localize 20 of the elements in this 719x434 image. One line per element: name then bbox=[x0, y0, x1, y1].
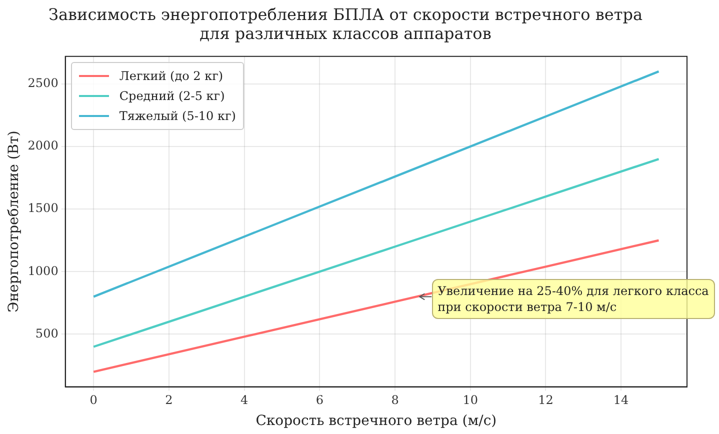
x-tick-label: 4 bbox=[240, 393, 248, 408]
x-tick-label: 2 bbox=[165, 393, 173, 408]
x-tick-label: 12 bbox=[538, 393, 554, 408]
y-axis-title: Энергопотребление (Вт) bbox=[6, 130, 22, 312]
x-axis-title: Скорость встречного ветра (м/с) bbox=[256, 413, 497, 430]
legend-label: Средний (2-5 кг) bbox=[119, 89, 225, 104]
x-tick-label: 0 bbox=[90, 393, 98, 408]
chart-title: Зависимость энергопотребления БПЛА от скорости встречного ветра для различных классов аппаратов bbox=[48, 4, 643, 43]
y-tick-label: 2000 bbox=[28, 138, 58, 153]
y-tick-label: 1000 bbox=[28, 264, 58, 278]
legend-label: Легкий (до 2 кг) bbox=[119, 69, 224, 84]
x-tick-label: 8 bbox=[391, 393, 399, 408]
legend-label: Тяжелый (5-10 кг) bbox=[119, 109, 236, 124]
x-tick-label: 14 bbox=[613, 393, 630, 408]
x-tick-label: 6 bbox=[316, 393, 324, 408]
x-tick-label: 10 bbox=[462, 393, 478, 408]
y-tick-label: 1500 bbox=[28, 201, 58, 216]
annotation: Увеличение на 25-40% для легкого класса при скорости ветра 7-10 м/с bbox=[432, 278, 715, 319]
y-tick-label: 2500 bbox=[28, 76, 58, 90]
y-tick-label: 500 bbox=[35, 326, 58, 340]
